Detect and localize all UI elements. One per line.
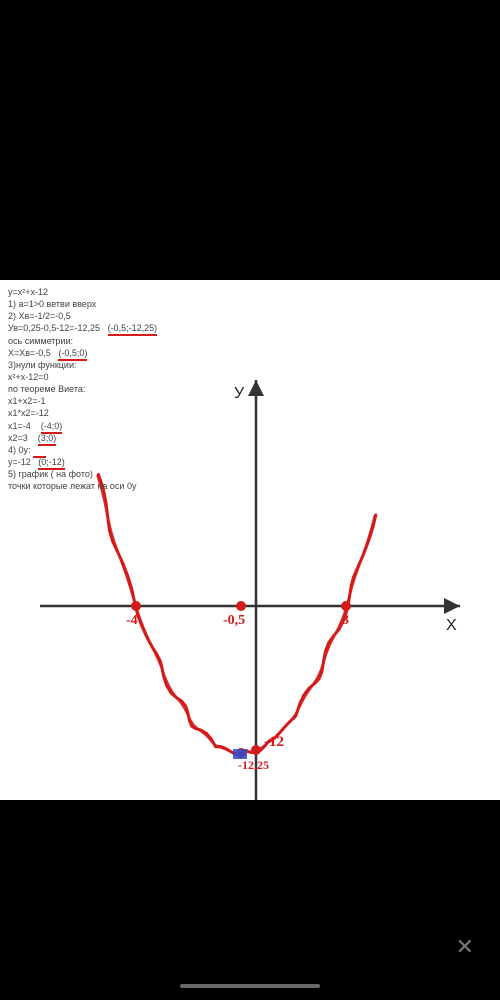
top-black-bar [0, 0, 500, 280]
root-3-dot [341, 601, 351, 611]
analysis-text-block: y=x²+x-12 1) а=1>0 ветви вверх 2) Хв=-1/… [8, 286, 157, 492]
l3b: (-0,5;-12,25) [108, 323, 158, 336]
l5a: Х=Хв=-0,5 [8, 348, 51, 358]
tick-neg05: -0,5 [223, 613, 245, 628]
tick-neg4: -4 [126, 613, 138, 628]
nav-indicator [180, 984, 320, 988]
line-10: х1*х2=-12 [8, 407, 157, 419]
content-area: y=x²+x-12 1) а=1>0 ветви вверх 2) Хв=-1/… [0, 280, 500, 800]
tick-neg1225: -12,25 [238, 758, 269, 772]
close-icon[interactable]: ✕ [456, 934, 474, 960]
y-axis-label: У [234, 385, 245, 402]
line-14: у=-12 (0;-12) [8, 456, 157, 468]
eq-line: y=x²+x-12 [8, 286, 157, 298]
symmetry-axis-dot [236, 601, 246, 611]
x-arrowhead-icon [444, 598, 460, 614]
line-16: точки которые лежат на оси 0у [8, 480, 157, 492]
line-2: 2) Хв=-1/2=-0,5 [8, 310, 157, 322]
y-arrowhead-icon [248, 380, 264, 396]
x-axis-label: Х [446, 617, 457, 634]
line-3: Ув=0,25-0,5-12=-12,25 (-0,5;-12,25) [8, 322, 157, 334]
line-7: х²+х-12=0 [8, 371, 157, 383]
l3a: Ув=0,25-0,5-12=-12,25 [8, 323, 100, 333]
line-1: 1) а=1>0 ветви вверх [8, 298, 157, 310]
line-5: Х=Хв=-0,5 (-0,5;0) [8, 347, 157, 359]
tick-3: 3 [342, 613, 349, 628]
line-9: х1+х2=-1 [8, 395, 157, 407]
y-intercept-dot [251, 745, 261, 755]
l12a: х2=3 [8, 433, 28, 443]
line-8: по теореме Виета: [8, 383, 157, 395]
l13-text: 4) 0у: [8, 445, 31, 455]
tick-neg12: -12 [264, 734, 284, 750]
line-4: ось симметрии: [8, 335, 157, 347]
l11a: х1=-4 [8, 421, 31, 431]
line-13: 4) 0у: [8, 444, 157, 456]
bottom-black-bar: ✕ [0, 800, 500, 1000]
line-12: х2=3 (3;0) [8, 432, 157, 444]
l14a: у=-12 [8, 457, 31, 467]
line-11: х1=-4 (-4;0) [8, 420, 157, 432]
line-15: 5) график ( на фото) [8, 468, 157, 480]
root-neg4-dot [131, 601, 141, 611]
